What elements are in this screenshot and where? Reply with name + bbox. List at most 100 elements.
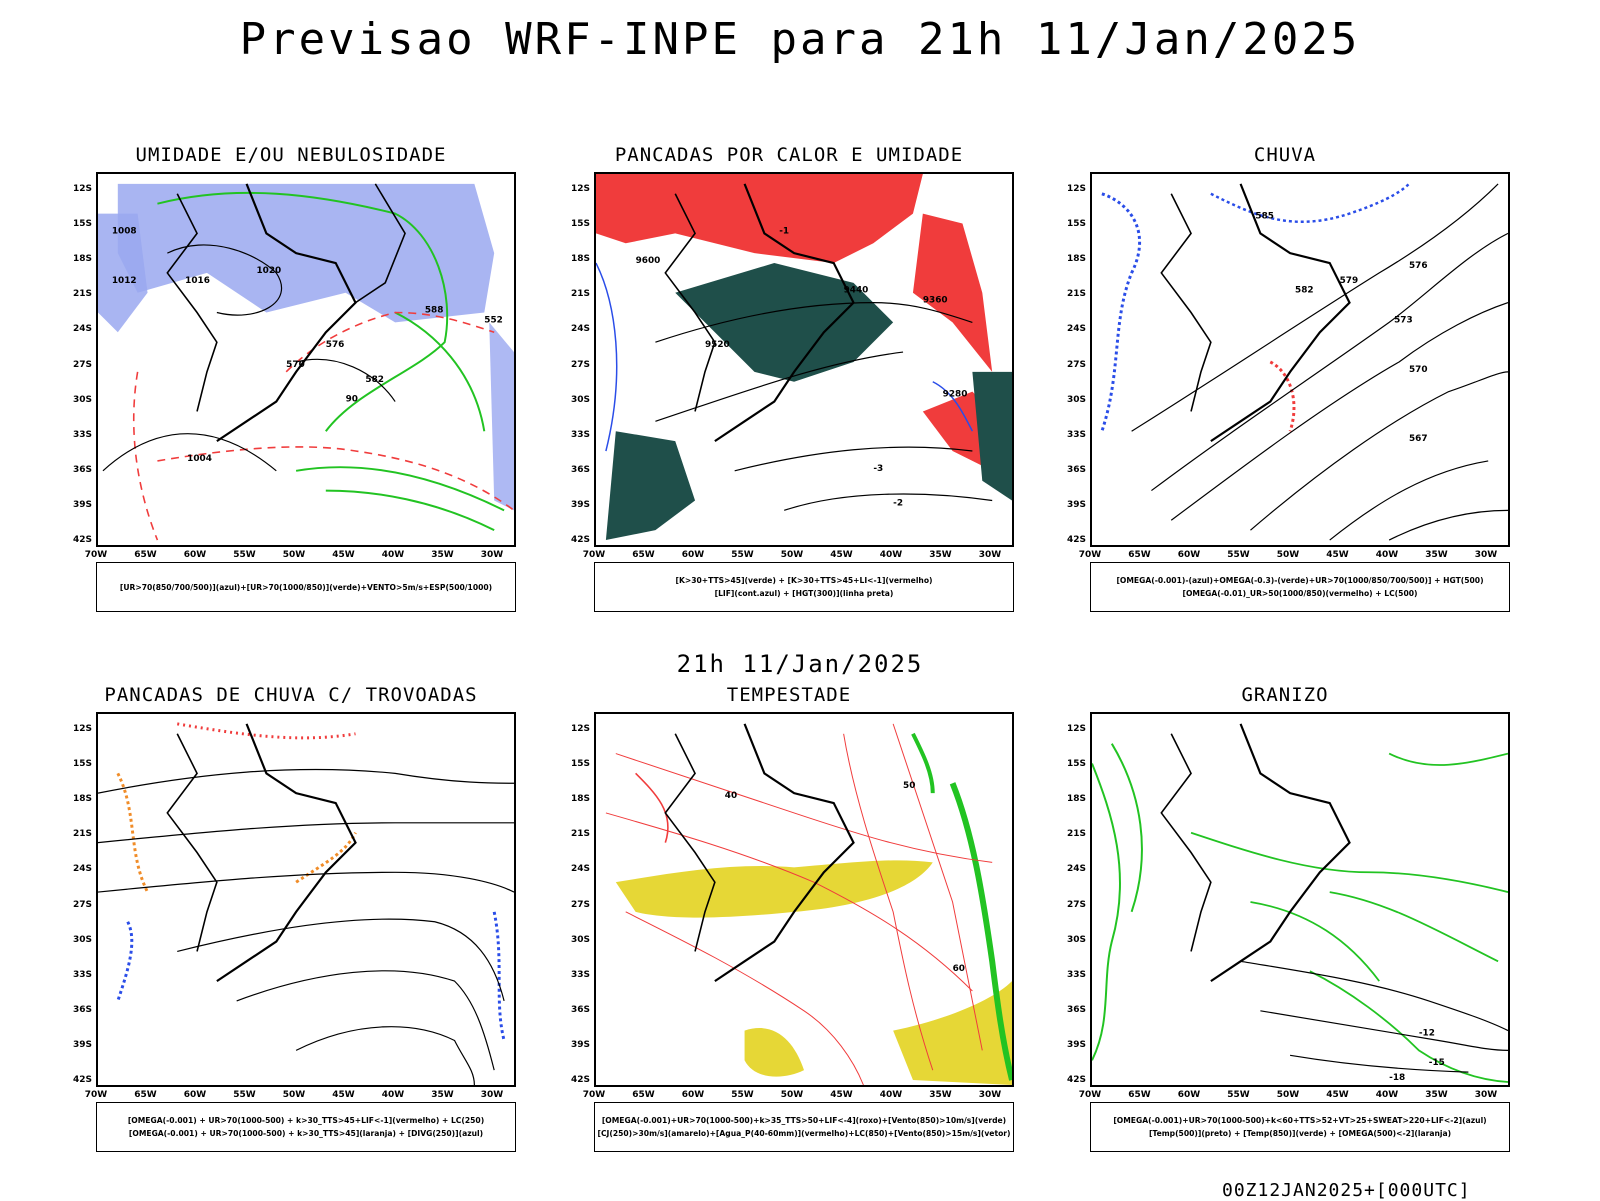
lat-tick-label: 39S [570, 1039, 590, 1050]
map-trovoadas [98, 722, 514, 1085]
lat-tick-label: 18S [570, 794, 590, 805]
contour-label: 576 [1409, 261, 1428, 271]
panel-trovoadas: PANCADAS DE CHUVA C/ TROVOADAS [OMEGA(-0… [56, 684, 526, 1164]
legend-box: [UR>70(850/700/500)](azul)+[UR>70(1000/8… [96, 562, 516, 612]
lat-tick-label: 42S [570, 1075, 590, 1085]
lat-tick-label: 12S [1066, 184, 1086, 194]
lon-tick-label: 70W [582, 550, 606, 560]
legend-line: [OMEGA(-0.001)-(azul)+OMEGA(-0.3)-(verde… [1116, 576, 1484, 585]
lat-tick-label: 18S [72, 794, 92, 805]
lon-tick-label: 60W [1177, 550, 1201, 560]
lon-tick-label: 35W [431, 1090, 454, 1100]
lon-tick-label: 70W [84, 1090, 108, 1100]
lon-tick-label: 40W [879, 1090, 903, 1100]
panel-title: GRANIZO [1241, 684, 1329, 706]
lon-tick-label: 35W [929, 550, 952, 560]
lon-tick-label: 70W [1078, 1090, 1102, 1100]
lat-tick-label: 27S [570, 359, 590, 370]
map-tempestade: 50 40 60 [605, 723, 1012, 1085]
lon-tick-label: 30W [480, 1090, 504, 1100]
contour-label: 9280 [943, 390, 968, 400]
lat-tick-label: 18S [72, 254, 92, 265]
lon-tick-label: 65W [134, 1090, 157, 1100]
panel-title: CHUVA [1253, 144, 1317, 166]
lon-tick-label: 30W [1474, 1090, 1498, 1100]
legend-line: [OMEGA(-0.001)+UR>70(1000-500)+k>35_TTS>… [601, 1116, 1007, 1125]
lat-tick-label: 18S [1066, 254, 1086, 265]
lat-tick-label: 42S [72, 535, 92, 545]
lon-tick-label: 65W [632, 550, 655, 560]
lon-tick-label: 45W [1326, 1090, 1349, 1100]
lon-tick-label: 40W [879, 550, 903, 560]
lon-tick-label: 45W [1326, 550, 1349, 560]
lat-tick-label: 21S [72, 289, 92, 300]
lon-tick-label: 50W [780, 550, 804, 560]
lat-tick-label: 21S [570, 829, 590, 840]
panel-umidade: UMIDADE E/OU NEBULOSIDADE 1008 1012 1016 10… [56, 144, 526, 624]
lat-tick-label: 27S [72, 899, 92, 910]
lat-tick-label: 36S [1066, 464, 1086, 475]
lat-tick-label: 30S [72, 394, 92, 405]
lon-tick-label: 70W [84, 550, 108, 560]
contour-label: 1016 [185, 276, 210, 286]
lat-tick-label: 15S [1066, 219, 1086, 230]
contour-label: 9600 [636, 256, 661, 266]
lon-tick-label: 65W [632, 1090, 655, 1100]
lat-tick-label: 24S [1066, 324, 1086, 335]
legend-box: [K>30+TTS>45](verde) + [K>30+TTS>45+LI<-… [594, 562, 1014, 612]
lat-tick-label: 42S [570, 535, 590, 545]
lon-tick-label: 35W [1425, 550, 1448, 560]
lon-tick-label: 55W [233, 550, 256, 560]
lon-tick-label: 50W [282, 1090, 306, 1100]
footer-run-stamp: 00Z12JAN2025+[000UTC] [1222, 1180, 1471, 1201]
legend-line: [CJ(250)>30m/s](amarelo)+[Agua_P(40-60mm… [597, 1129, 1011, 1138]
lat-tick-label: 24S [72, 324, 92, 335]
lat-tick-label: 36S [72, 464, 92, 475]
contour-label: -18 [1389, 1073, 1405, 1083]
lon-tick-label: 65W [134, 550, 157, 560]
lat-tick-label: 24S [570, 864, 590, 875]
map-frame: 1008 1012 1016 1020 570 576 582 588 552 90 1004 [96, 172, 516, 547]
contour-label: 90 [346, 395, 358, 405]
contour-label: 582 [1295, 286, 1314, 296]
lon-tick-label: 55W [1227, 550, 1250, 560]
lon-tick-label: 55W [731, 1090, 754, 1100]
lat-tick-label: 12S [570, 724, 590, 734]
contour-label: 1012 [112, 276, 137, 286]
contour-label: 570 [286, 360, 305, 370]
lat-tick-label: 33S [72, 429, 92, 440]
lat-tick-label: 27S [1066, 899, 1086, 910]
contour-label: 1008 [112, 226, 137, 236]
lon-tick-label: 60W [183, 1090, 207, 1100]
legend-box: [OMEGA(-0.001) + UR>70(1000-500) + k>30_… [96, 1102, 516, 1152]
lat-tick-label: 30S [1066, 394, 1086, 405]
contour-label: -15 [1429, 1058, 1445, 1068]
panel-title: UMIDADE E/OU NEBULOSIDADE [135, 144, 447, 166]
legend-line: [K>30+TTS>45](verde) + [K>30+TTS>45+LI<-… [675, 576, 933, 585]
lat-tick-label: 18S [570, 254, 590, 265]
lat-tick-label: 33S [570, 969, 590, 980]
contour-label: 50 [903, 781, 915, 791]
contour-label: 1020 [256, 266, 281, 276]
lat-tick-label: 39S [72, 1039, 92, 1050]
lon-tick-label: 55W [731, 550, 754, 560]
lon-tick-label: 45W [332, 1090, 355, 1100]
panel-title: TEMPESTADE [726, 684, 852, 706]
legend-line: [OMEGA(-0.01)_UR>50(1000/850)(vermelho) … [1182, 589, 1418, 598]
map-granizo: -12 -15 -18 [1092, 723, 1508, 1083]
contour-label: 585 [1255, 212, 1274, 222]
lat-tick-label: 15S [72, 219, 92, 230]
contour-label: 1004 [187, 454, 212, 464]
lon-tick-label: 35W [929, 1090, 952, 1100]
lon-tick-label: 60W [681, 1090, 705, 1100]
main-title: Previsao WRF-INPE para 21h 11/Jan/2025 [239, 14, 1361, 65]
legend-line: [OMEGA(-0.001)+UR>70(1000-500)+k<60+TTS>… [1113, 1116, 1487, 1125]
lat-tick-label: 36S [72, 1004, 92, 1015]
lat-tick-label: 27S [1066, 359, 1086, 370]
lat-tick-label: 15S [72, 759, 92, 770]
legend-line: [OMEGA(-0.001) + UR>70(1000-500) + k>30_… [128, 1129, 484, 1138]
lat-tick-label: 42S [1066, 535, 1086, 545]
lat-tick-label: 36S [570, 1004, 590, 1015]
lat-tick-label: 15S [1066, 759, 1086, 770]
lat-tick-label: 12S [570, 184, 590, 194]
